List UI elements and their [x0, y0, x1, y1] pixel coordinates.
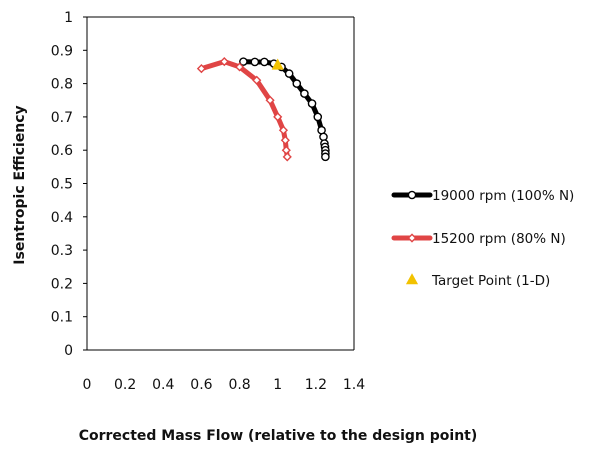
- data-point: [280, 135, 290, 145]
- legend-label: 19000 rpm (100% N): [432, 188, 574, 204]
- data-point: [239, 57, 248, 66]
- y-axis-title: Isentropic Efficiency: [12, 105, 28, 264]
- y-tick-label: 0.6: [51, 143, 73, 159]
- legend-item-1: 15200 rpm (80% N): [391, 231, 566, 247]
- y-tick-label: 0: [64, 343, 73, 359]
- x-tick-label: 0.4: [152, 377, 174, 393]
- data-point: [321, 152, 330, 162]
- series-line: [198, 59, 290, 160]
- data-point: [282, 152, 292, 162]
- data-point: [300, 89, 309, 98]
- y-tick-label: 0.1: [51, 310, 73, 326]
- data-point: [407, 190, 417, 200]
- y-tick-label: 1: [64, 10, 73, 26]
- y-tick-label: 0.5: [51, 177, 73, 193]
- y-tick-label: 0.8: [51, 77, 73, 93]
- data-point: [407, 233, 417, 243]
- data-point: [265, 95, 275, 105]
- x-tick-label: 0.2: [114, 377, 136, 393]
- x-tick-label: 1: [273, 377, 282, 393]
- axes: 0 0.1 0.2 0.3 0.4 0.5 0.6 0.7 0.8 0.9 1 0 0.2 0.4 0.6 0…: [51, 10, 365, 393]
- data-point: [307, 99, 317, 108]
- legend-item-2: Target Point (1-D): [405, 273, 550, 289]
- legend-item-0: 19000 rpm (100% N): [391, 188, 574, 204]
- data-point: [271, 58, 284, 70]
- legend-label: Target Point (1-D): [431, 273, 550, 289]
- y-tick-label: 0.3: [51, 243, 73, 259]
- data-point: [278, 125, 289, 135]
- data-point: [219, 57, 229, 67]
- series-0: [239, 57, 330, 162]
- x-tick-label: 0.8: [228, 377, 250, 393]
- data-point: [260, 57, 269, 67]
- data-point: [405, 273, 419, 285]
- series-1: [196, 57, 292, 162]
- data-point: [292, 79, 302, 88]
- data-point: [273, 112, 283, 122]
- y-tick-label: 0.9: [51, 43, 73, 59]
- legend-label: 15200 rpm (80% N): [432, 231, 566, 247]
- x-tick-label: 1.4: [343, 377, 365, 393]
- data-point: [250, 57, 260, 67]
- series-layer: [196, 57, 330, 162]
- legend: 19000 rpm (100% N) 15200 rpm (80% N) Targe…: [391, 188, 574, 289]
- y-tick-label: 0.2: [51, 276, 73, 292]
- y-tick-label: 0.4: [51, 210, 73, 226]
- data-point: [196, 64, 207, 74]
- data-point: [313, 112, 323, 122]
- x-tick-label: 0: [83, 377, 92, 393]
- data-point: [234, 62, 245, 72]
- y-tick-label: 0.7: [51, 110, 73, 126]
- data-point: [252, 75, 262, 85]
- x-tick-label: 0.6: [190, 377, 212, 393]
- x-tick-label: 1.2: [305, 377, 327, 393]
- data-point: [284, 69, 294, 78]
- x-axis-title: Corrected Mass Flow (relative to the des…: [79, 428, 478, 444]
- series-2: [271, 58, 284, 70]
